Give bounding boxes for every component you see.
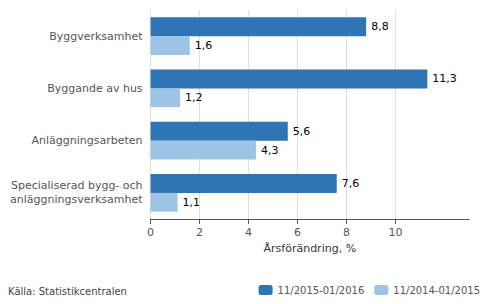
svg-text:0: 0 bbox=[147, 226, 154, 239]
svg-text:Årsförändring, %: Årsförändring, % bbox=[264, 242, 357, 255]
svg-text:8: 8 bbox=[343, 226, 350, 239]
svg-text:1,6: 1,6 bbox=[195, 39, 213, 52]
svg-text:8,8: 8,8 bbox=[371, 20, 389, 33]
svg-text:10: 10 bbox=[389, 226, 403, 239]
svg-text:1,2: 1,2 bbox=[185, 91, 203, 104]
svg-text:Källa: Statistikcentralen: Källa: Statistikcentralen bbox=[8, 286, 127, 297]
svg-text:anläggningsverksamhet: anläggningsverksamhet bbox=[10, 193, 143, 206]
svg-text:11/2014-01/2015: 11/2014-01/2015 bbox=[393, 285, 480, 296]
svg-text:2: 2 bbox=[196, 226, 203, 239]
svg-text:4,3: 4,3 bbox=[261, 144, 279, 157]
svg-text:11/2015-01/2016: 11/2015-01/2016 bbox=[278, 285, 365, 296]
svg-text:5,6: 5,6 bbox=[293, 125, 311, 138]
svg-text:7,6: 7,6 bbox=[342, 177, 360, 190]
svg-text:11,3: 11,3 bbox=[432, 72, 457, 85]
svg-text:4: 4 bbox=[245, 226, 252, 239]
svg-text:Byggverksamhet: Byggverksamhet bbox=[49, 30, 143, 43]
svg-text:Specialiserad bygg- och: Specialiserad bygg- och bbox=[11, 179, 143, 192]
svg-text:1,1: 1,1 bbox=[183, 196, 201, 209]
svg-text:Anläggningsarbeten: Anläggningsarbeten bbox=[32, 134, 143, 147]
svg-text:Byggande av hus: Byggande av hus bbox=[47, 82, 143, 95]
svg-text:6: 6 bbox=[294, 226, 301, 239]
